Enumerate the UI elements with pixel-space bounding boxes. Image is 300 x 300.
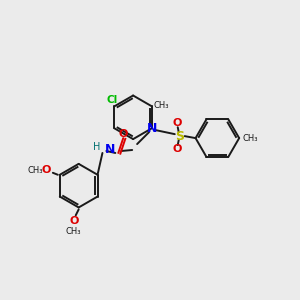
Text: O: O [41,165,51,175]
Text: S: S [175,130,184,142]
Text: CH₃: CH₃ [242,134,258,142]
Text: O: O [172,144,182,154]
Text: H: H [93,142,100,152]
Text: Cl: Cl [106,95,118,105]
Text: CH₃: CH₃ [154,101,170,110]
Text: N: N [147,122,157,135]
Text: CH₃: CH₃ [27,166,43,175]
Text: O: O [118,129,128,139]
Text: CH₃: CH₃ [66,227,82,236]
Text: O: O [172,118,182,128]
Text: N: N [104,142,115,155]
Text: O: O [69,216,78,226]
